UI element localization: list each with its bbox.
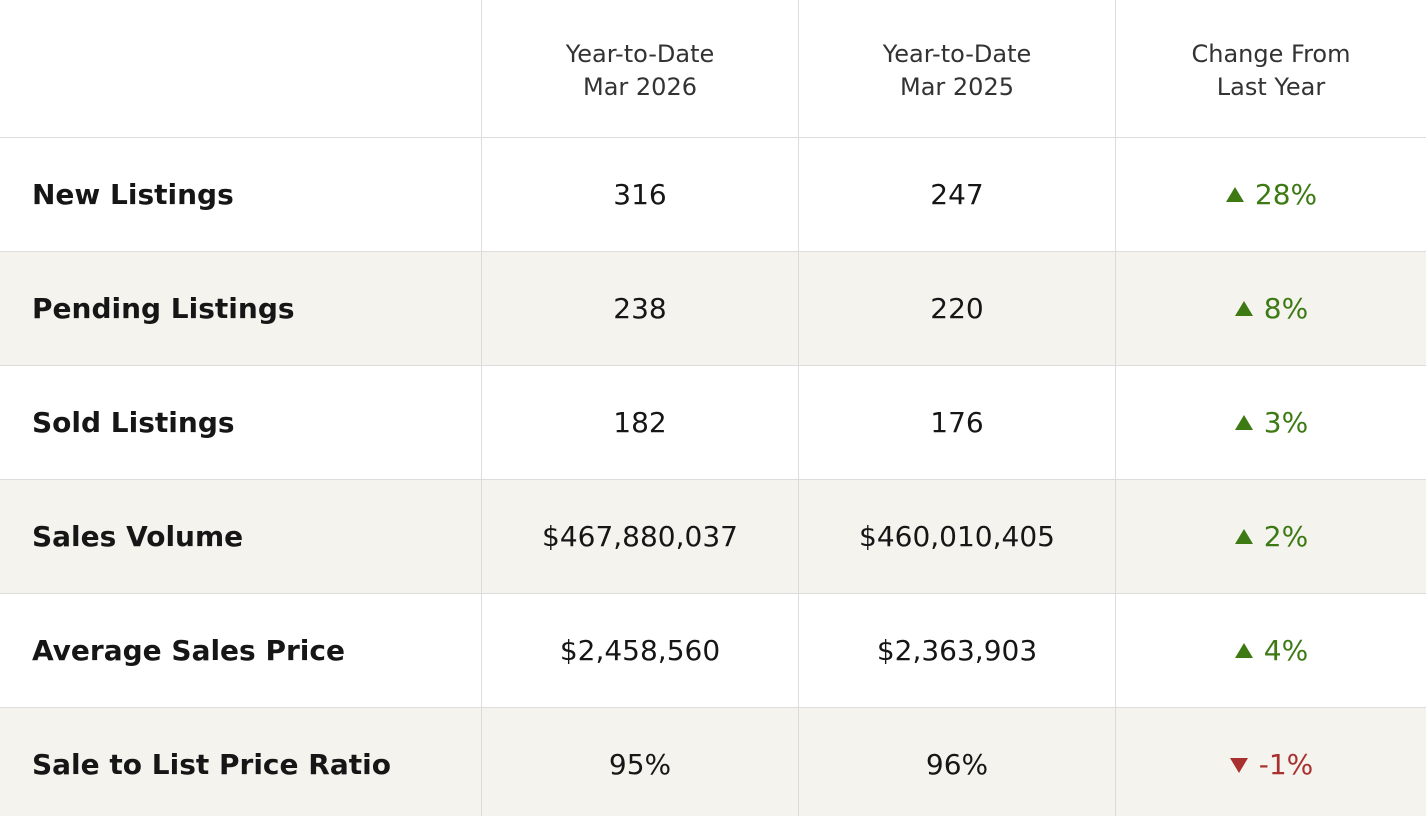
row-label: Sold Listings bbox=[32, 406, 235, 439]
row-label: Sale to List Price Ratio bbox=[32, 748, 391, 781]
arrow-shape bbox=[1234, 414, 1253, 430]
table-row: Sold Listings 182 176 3% bbox=[0, 366, 1426, 480]
arrow-shape bbox=[1234, 300, 1253, 316]
header-cell bbox=[0, 0, 481, 137]
trend-arrow bbox=[1234, 300, 1253, 316]
row-label: New Listings bbox=[32, 178, 234, 211]
header-text: Year-to-Date bbox=[882, 39, 1032, 68]
header-text: Year-to-Date bbox=[565, 39, 715, 68]
row-label: Average Sales Price bbox=[32, 634, 345, 667]
previous-value: 247 bbox=[798, 138, 1115, 251]
table-row: Sale to List Price Ratio 95% 96% -1% bbox=[0, 708, 1426, 816]
trend-arrow bbox=[1234, 642, 1253, 658]
trend-arrow bbox=[1225, 186, 1244, 202]
previous-value: 96% bbox=[798, 708, 1115, 816]
current-value: 316 bbox=[481, 138, 798, 251]
header-text: Mar 2026 bbox=[583, 72, 697, 101]
previous-value: 176 bbox=[798, 366, 1115, 479]
current-value: 238 bbox=[481, 252, 798, 365]
current-value: $2,458,560 bbox=[481, 594, 798, 707]
header-text: Last Year bbox=[1216, 72, 1326, 101]
change-value: -1% bbox=[1258, 748, 1314, 781]
change-value: 8% bbox=[1263, 292, 1309, 325]
arrow-shape bbox=[1234, 528, 1253, 544]
header-row: Year-to-Date Mar 2026 Year-to-Date Mar 2025… bbox=[0, 0, 1426, 138]
change-cell: -1% bbox=[1115, 708, 1426, 816]
arrow-shape bbox=[1229, 757, 1248, 773]
change-cell: 3% bbox=[1115, 366, 1426, 479]
change-cell: 28% bbox=[1115, 138, 1426, 251]
previous-value: $2,363,903 bbox=[798, 594, 1115, 707]
current-value: $467,880,037 bbox=[481, 480, 798, 593]
trend-arrow bbox=[1234, 414, 1253, 430]
header-cell: Change From Last Year bbox=[1115, 0, 1426, 137]
current-value: 182 bbox=[481, 366, 798, 479]
row-label: Sales Volume bbox=[32, 520, 244, 553]
table-row: Average Sales Price $2,458,560 $2,363,903 4… bbox=[0, 594, 1426, 708]
change-cell: 2% bbox=[1115, 480, 1426, 593]
arrow-shape bbox=[1234, 642, 1253, 658]
arrow-shape bbox=[1225, 186, 1244, 202]
current-value: 95% bbox=[481, 708, 798, 816]
table-row: Pending Listings 238 220 8% bbox=[0, 252, 1426, 366]
change-cell: 8% bbox=[1115, 252, 1426, 365]
change-value: 2% bbox=[1263, 520, 1309, 553]
previous-value: 220 bbox=[798, 252, 1115, 365]
trend-arrow bbox=[1229, 757, 1248, 773]
change-value: 4% bbox=[1263, 634, 1309, 667]
table-row: Sales Volume $467,880,037 $460,010,405 2% bbox=[0, 480, 1426, 594]
table-row: New Listings 316 247 28% bbox=[0, 138, 1426, 252]
previous-value: $460,010,405 bbox=[798, 480, 1115, 593]
header-cell: Year-to-Date Mar 2025 bbox=[798, 0, 1115, 137]
trend-arrow bbox=[1234, 528, 1253, 544]
header-cell: Year-to-Date Mar 2026 bbox=[481, 0, 798, 137]
header-text: Mar 2025 bbox=[900, 72, 1014, 101]
header-text: Change From bbox=[1191, 39, 1351, 68]
change-value: 28% bbox=[1254, 178, 1318, 211]
change-cell: 4% bbox=[1115, 594, 1426, 707]
row-label: Pending Listings bbox=[32, 292, 295, 325]
change-value: 3% bbox=[1263, 406, 1309, 439]
